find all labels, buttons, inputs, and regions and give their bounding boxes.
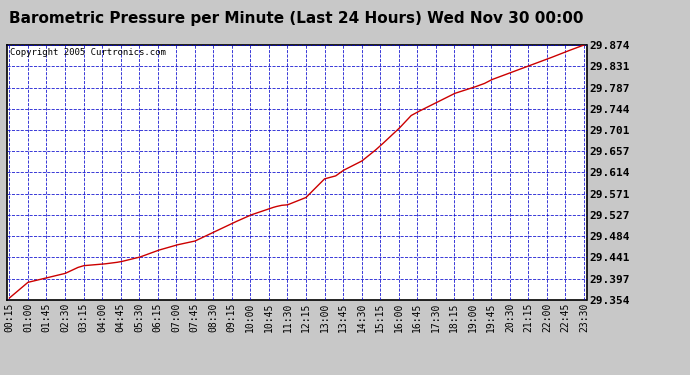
Text: Barometric Pressure per Minute (Last 24 Hours) Wed Nov 30 00:00: Barometric Pressure per Minute (Last 24 … (10, 11, 584, 26)
Text: Copyright 2005 Curtronics.com: Copyright 2005 Curtronics.com (10, 48, 166, 57)
